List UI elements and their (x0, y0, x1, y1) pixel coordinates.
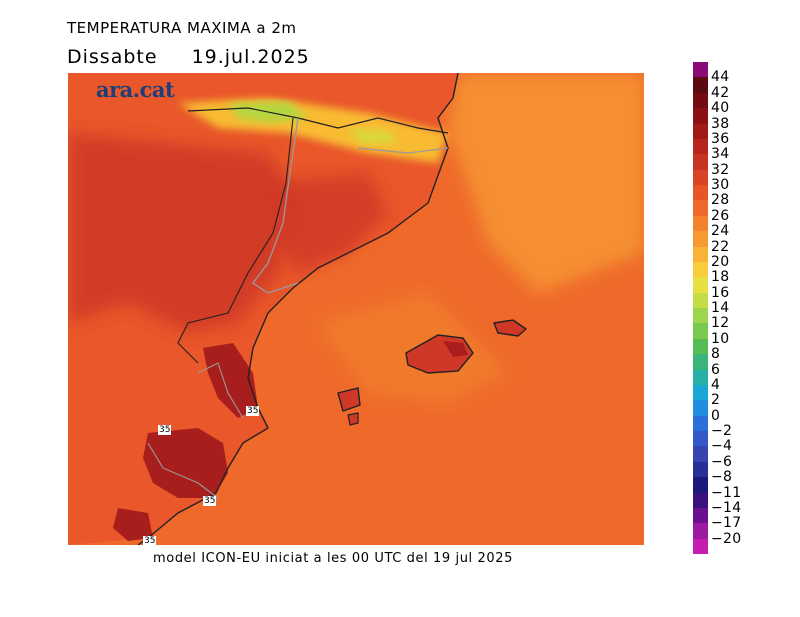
colorbar-label: 24 (711, 223, 730, 240)
temperature-colorbar (693, 62, 708, 554)
colorbar-swatch (693, 62, 708, 78)
brand-logo: ara.cat (96, 77, 175, 102)
sea-cool-area (448, 73, 644, 293)
colorbar-swatch (693, 185, 708, 201)
colorbar-label: 30 (711, 177, 730, 193)
colorbar-swatch (693, 446, 708, 462)
colorbar-label: 32 (711, 161, 730, 178)
hot-zone-2 (143, 428, 228, 498)
colorbar-swatch (693, 246, 708, 262)
colorbar-swatch (693, 154, 708, 170)
land-hot-2 (268, 173, 388, 273)
colorbar-swatch (693, 292, 708, 308)
colorbar-swatch (693, 308, 708, 324)
colorbar-label: 28 (711, 192, 730, 209)
colorbar-label: 10 (711, 330, 730, 347)
colorbar-swatch (693, 92, 708, 109)
forecast-date: 19.jul.2025 (191, 46, 310, 68)
colorbar-swatch (693, 215, 708, 232)
colorbar-swatch (693, 492, 708, 508)
colorbar-label: 16 (711, 284, 730, 301)
colorbar-swatch (693, 338, 708, 355)
colorbar-swatch (693, 77, 708, 93)
chart-title: TEMPERATURA MAXIMA a 2m (67, 19, 297, 37)
colorbar-label: 44 (711, 69, 730, 86)
colorbar-label: 42 (711, 84, 730, 101)
colorbar-swatch (693, 384, 708, 401)
colorbar-swatch (693, 523, 708, 539)
contour-label-35: 35 (203, 496, 217, 506)
contour-label-35: 35 (158, 425, 172, 435)
colorbar-label: −11 (711, 484, 742, 501)
contour-label-35: 35 (246, 406, 260, 416)
colorbar-label: 20 (711, 253, 730, 270)
island-mallorca-hot (443, 341, 468, 357)
inland-boundary (177, 117, 294, 364)
colorbar-swatch (693, 477, 708, 493)
colorbar-swatch (693, 169, 708, 185)
colorbar-swatch (693, 431, 708, 447)
sea-cool-area-2 (318, 293, 508, 403)
france-border (187, 107, 449, 134)
map-canvas (68, 73, 644, 545)
colorbar-swatch (693, 200, 708, 216)
colorbar-swatch (693, 231, 708, 247)
pyrenees-green-2 (348, 128, 398, 145)
colorbar-label: 8 (711, 346, 721, 363)
colorbar-label: 2 (711, 392, 721, 409)
temperature-map: ara.cat 35 35 35 35 (68, 73, 644, 545)
colorbar-label: 4 (711, 376, 721, 393)
region-border (252, 117, 299, 294)
island-menorca (493, 319, 528, 337)
colorbar-swatch (693, 261, 708, 278)
region-border-4 (147, 442, 219, 499)
colorbar-label: 6 (711, 361, 721, 378)
forecast-day: Dissabte (67, 46, 158, 68)
colorbar-label: 40 (711, 100, 730, 117)
colorbar-label: 26 (711, 207, 730, 224)
forecast-date-row: Dissabte 19.jul.2025 (67, 46, 310, 68)
colorbar-label: −8 (711, 469, 733, 486)
contour-label-35: 35 (143, 536, 157, 545)
colorbar-label: 14 (711, 300, 730, 316)
colorbar-swatch (693, 461, 708, 478)
colorbar-label: 34 (711, 146, 730, 163)
colorbar-swatch (693, 277, 708, 293)
colorbar-labels: 44 42 40 38 36 34 32 30 28 26 24 22 20 18 16 14 12 10 8 6 4 2… (711, 62, 771, 554)
island-formentera (347, 412, 359, 426)
colorbar-label: −14 (711, 499, 742, 516)
colorbar-swatch (693, 354, 708, 370)
colorbar-label: −2 (711, 423, 733, 439)
colorbar-label: −4 (711, 438, 733, 455)
colorbar-swatch (693, 400, 708, 416)
colorbar-swatch (693, 415, 708, 431)
colorbar-swatch (693, 369, 708, 385)
colorbar-label: −17 (711, 515, 742, 532)
coastline (137, 73, 459, 545)
colorbar-label: 0 (711, 407, 721, 424)
land-hot-1 (68, 133, 298, 333)
region-border-2 (357, 147, 449, 154)
hot-zone-3 (113, 508, 153, 541)
hot-zone-1 (203, 343, 258, 418)
colorbar-label: 36 (711, 130, 730, 147)
colorbar-swatch (693, 108, 708, 124)
colorbar-label: 18 (711, 269, 730, 286)
model-info: model ICON-EU iniciat a les 00 UTC del 1… (153, 551, 513, 566)
colorbar-label: 12 (711, 315, 730, 332)
colorbar-label: −6 (711, 453, 733, 470)
colorbar-label: −20 (711, 530, 742, 547)
colorbar-swatch (693, 507, 708, 524)
colorbar-swatch (693, 123, 708, 139)
colorbar-label: 22 (711, 238, 730, 255)
region-border-3 (197, 362, 244, 419)
colorbar-swatch (693, 323, 708, 339)
colorbar-swatch (693, 138, 708, 155)
colorbar-swatch (693, 538, 708, 554)
island-ibiza (337, 387, 361, 412)
colorbar-label: 38 (711, 115, 730, 132)
